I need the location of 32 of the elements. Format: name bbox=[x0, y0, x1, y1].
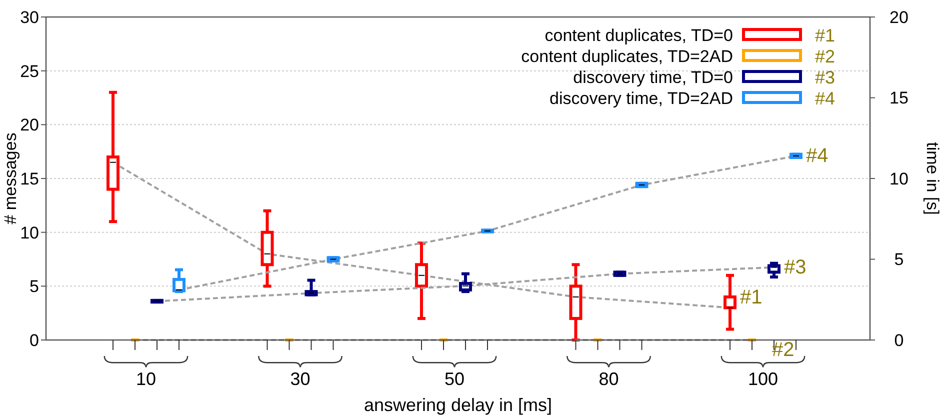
y-tick-label: 10 bbox=[20, 223, 39, 242]
legend-label: discovery time, TD=0 bbox=[573, 68, 733, 87]
text: #4 bbox=[806, 144, 828, 167]
annotation: #4 bbox=[815, 88, 836, 108]
y-tick-label: 15 bbox=[20, 169, 39, 188]
legend-label: content duplicates, TD=0 bbox=[544, 26, 733, 45]
legend-label: content duplicates, TD=2AD bbox=[521, 46, 733, 66]
text: #2 bbox=[772, 339, 794, 361]
text: #1 bbox=[740, 286, 762, 309]
y-axis-title: # messages bbox=[1, 132, 20, 224]
x-tick-label: 80 bbox=[598, 369, 619, 389]
x-axis-title: answering delay in [ms] bbox=[364, 395, 552, 415]
y-tick-label: 0 bbox=[30, 330, 39, 350]
annotation: #1 bbox=[815, 25, 836, 46]
x-tick-label: 50 bbox=[444, 369, 465, 389]
y2-tick-label: 0 bbox=[894, 330, 904, 350]
y2-axis-title: time in [s] bbox=[923, 142, 942, 215]
y-tick-label: 20 bbox=[20, 116, 39, 135]
y2-tick-label: 5 bbox=[894, 250, 904, 270]
y2-tick-label: 15 bbox=[890, 88, 908, 108]
annotation: #3 bbox=[815, 67, 836, 88]
x-tick-label: 30 bbox=[290, 369, 310, 389]
text: #3 bbox=[784, 256, 806, 278]
y-tick-label: 25 bbox=[20, 62, 39, 81]
x-tick-label: 100 bbox=[748, 369, 778, 389]
y-tick-label: 30 bbox=[20, 8, 39, 27]
y2-tick-label: 20 bbox=[890, 8, 908, 27]
x-tick-label: 10 bbox=[136, 369, 156, 389]
y-tick-label: 5 bbox=[30, 277, 39, 296]
legend-label: discovery time, TD=2AD bbox=[550, 88, 733, 108]
y2-tick-label: 10 bbox=[890, 169, 908, 188]
annotation: #2 bbox=[815, 46, 836, 66]
